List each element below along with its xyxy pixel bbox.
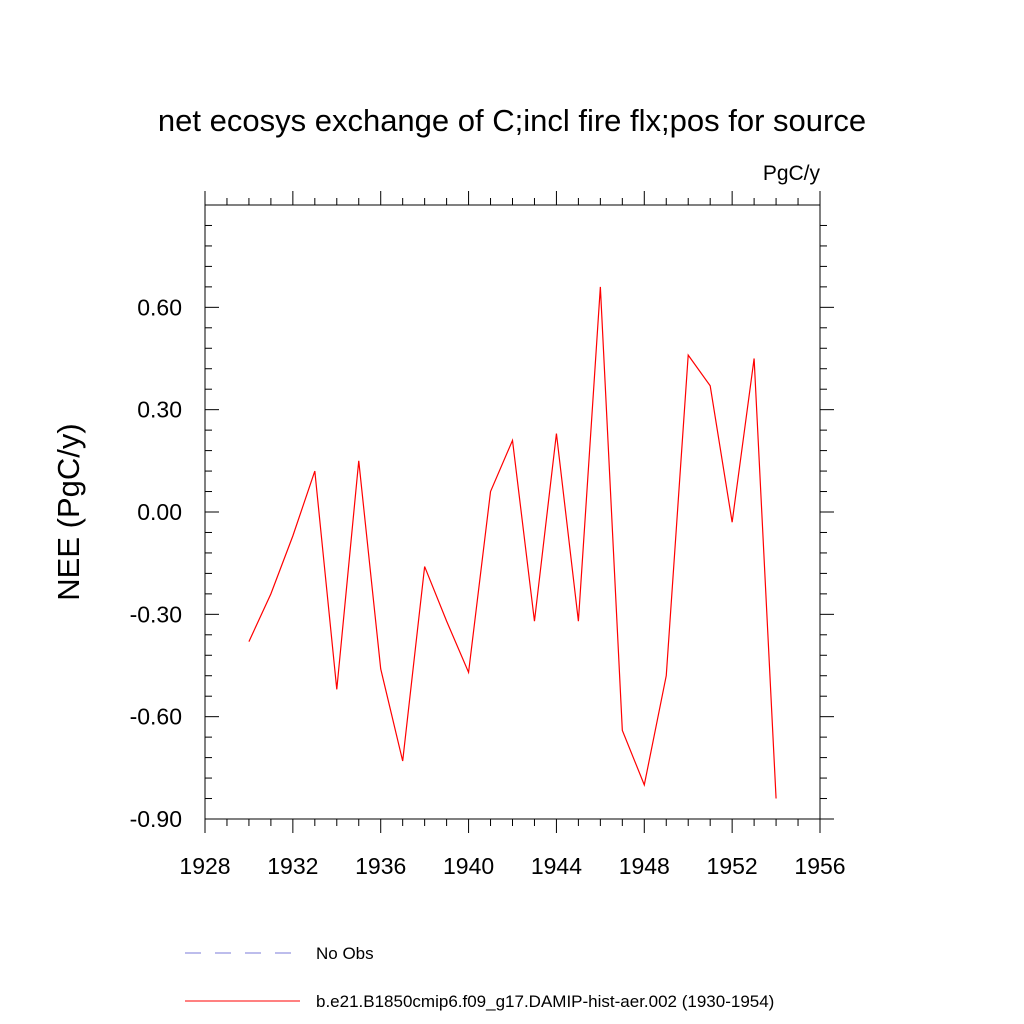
legend-label-no-obs: No Obs: [316, 944, 374, 963]
y-tick-label: 0.30: [137, 397, 182, 423]
series-group: [248, 286, 777, 799]
y-tick-label: 0.60: [137, 294, 182, 320]
legend: No Obs b.e21.B1850cmip6.f09_g17.DAMIP-hi…: [185, 944, 774, 1011]
x-tick-label: 1940: [443, 853, 494, 879]
y-axis-label: NEE (PgC/y): [51, 423, 86, 600]
legend-label-model-run: b.e21.B1850cmip6.f09_g17.DAMIP-hist-aer.…: [316, 992, 774, 1011]
plot-frame: [204, 204, 821, 820]
x-tick-label: 1952: [707, 853, 758, 879]
tick-group: 1928 1932 1936 1940 1944 1948 1952 1956 -0.90 -0.…: [130, 191, 846, 879]
x-tick-label: 1928: [179, 853, 230, 879]
units-label: PgC/y: [763, 162, 821, 185]
x-tick-label: 1948: [619, 853, 670, 879]
y-tick-label: -0.90: [130, 806, 182, 832]
series-line-1: [248, 286, 777, 799]
x-tick-label: 1956: [794, 853, 845, 879]
y-tick-label: -0.60: [130, 704, 182, 730]
x-tick-label: 1932: [267, 853, 318, 879]
chart-title: net ecosys exchange of C;incl fire flx;p…: [158, 103, 866, 138]
x-tick-label: 1944: [531, 853, 582, 879]
x-tick-label: 1936: [355, 853, 406, 879]
y-tick-label: 0.00: [137, 499, 182, 525]
y-tick-label: -0.30: [130, 601, 182, 627]
